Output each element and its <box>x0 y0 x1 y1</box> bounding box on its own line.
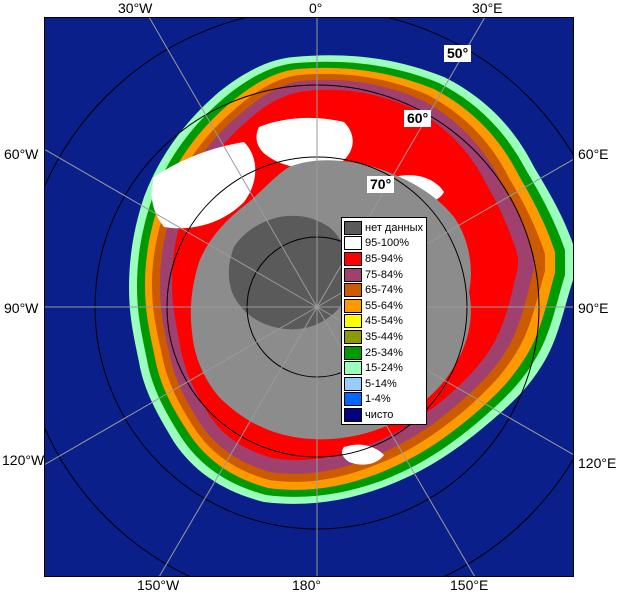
legend-swatch <box>344 329 362 344</box>
legend-item: чисто <box>344 407 424 423</box>
lon-label-120w: 120°W <box>2 452 45 468</box>
ice-patch-95-100-south <box>341 444 384 465</box>
legend-item: 25-34% <box>344 345 424 361</box>
legend-swatch <box>344 298 362 313</box>
legend-swatch <box>344 251 362 266</box>
legend-item: 5-14% <box>344 376 424 392</box>
legend-item: 35-44% <box>344 329 424 345</box>
polar-map-canvas <box>18 8 616 594</box>
legend-swatch <box>344 283 362 298</box>
legend-swatch <box>344 392 362 407</box>
lon-label-180: 180° <box>292 577 321 593</box>
lat-label-50: 50° <box>444 45 472 62</box>
map-border <box>44 17 574 577</box>
legend-swatch <box>344 376 362 391</box>
legend-swatch <box>344 236 362 251</box>
legend-label: 35-44% <box>365 330 403 343</box>
legend-swatch <box>344 220 362 235</box>
legend-item: 15-24% <box>344 360 424 376</box>
legend-label: 85-94% <box>365 252 403 265</box>
meridian-150w <box>158 306 318 578</box>
legend-swatch <box>344 314 362 329</box>
legend-item: 65-74% <box>344 282 424 298</box>
sea-ice-map <box>18 8 616 594</box>
legend-item: нет данных <box>344 220 424 236</box>
legend-label: 55-64% <box>365 299 403 312</box>
legend-label: 45-54% <box>365 315 403 328</box>
legend-label: 5-14% <box>365 377 397 390</box>
lon-label-60e: 60°E <box>578 146 609 162</box>
meridian-120w <box>43 306 318 466</box>
lon-label-0: 0° <box>309 0 323 16</box>
lon-label-120e: 120°E <box>578 455 617 471</box>
legend-item: 45-54% <box>344 314 424 330</box>
lon-label-30e: 30°E <box>472 0 503 16</box>
legend-label: чисто <box>365 408 394 421</box>
lon-label-90w: 90°W <box>4 300 39 316</box>
lat-label-70: 70° <box>367 176 395 193</box>
lon-label-30w: 30°W <box>118 0 153 16</box>
concentration-legend: нет данных 95-100% 85-94% 75-84% 65-74% 55-64… <box>341 217 427 425</box>
legend-swatch <box>344 345 362 360</box>
legend-label: 75-84% <box>365 268 403 281</box>
legend-swatch <box>344 361 362 376</box>
lon-label-150e: 150°E <box>450 577 489 593</box>
lat-label-60: 60° <box>404 110 432 127</box>
lon-label-90e: 90°E <box>578 300 609 316</box>
legend-item: 55-64% <box>344 298 424 314</box>
legend-swatch <box>344 407 362 422</box>
ice-patch-95-100-north <box>256 117 353 169</box>
legend-item: 85-94% <box>344 251 424 267</box>
lon-label-150w: 150°W <box>137 577 180 593</box>
meridian-30w <box>148 16 318 308</box>
ice-patch-95-100-weddell <box>151 142 256 229</box>
legend-label: нет данных <box>365 221 424 234</box>
legend-item: 95-100% <box>344 236 424 252</box>
legend-label: 95-100% <box>365 237 410 250</box>
legend-item: 1-4% <box>344 392 424 408</box>
legend-label: 1-4% <box>365 393 391 406</box>
lon-label-60w: 60°W <box>4 146 39 162</box>
legend-item: 75-84% <box>344 267 424 283</box>
legend-label: 25-34% <box>365 346 403 359</box>
meridian-60w <box>43 148 318 308</box>
legend-swatch <box>344 267 362 282</box>
legend-label: 65-74% <box>365 284 403 297</box>
legend-label: 15-24% <box>365 362 403 375</box>
